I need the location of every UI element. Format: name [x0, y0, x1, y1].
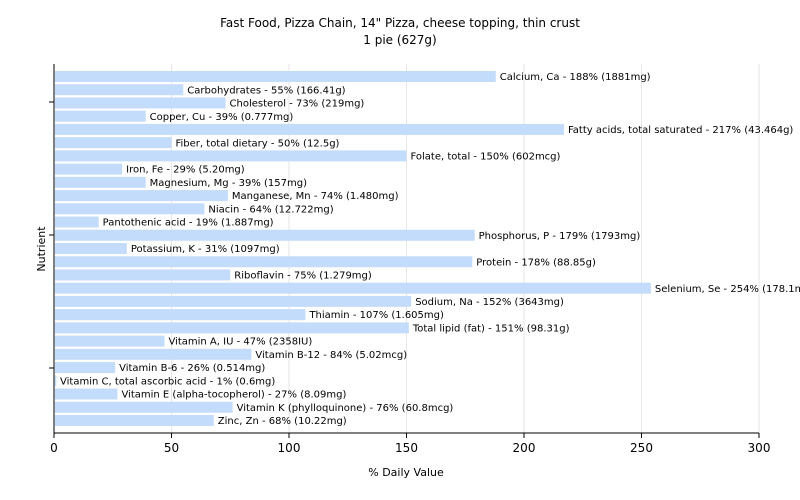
- bar: [55, 176, 146, 188]
- bar-label: Riboflavin - 75% (1.279mg): [234, 271, 372, 282]
- chart-subtitle: 1 pie (627g): [363, 33, 436, 47]
- bar-label: Copper, Cu - 39% (0.777mg): [150, 112, 294, 123]
- chart-title: Fast Food, Pizza Chain, 14" Pizza, chees…: [220, 16, 580, 30]
- bar-label: Manganese, Mn - 74% (1.480mg): [232, 191, 399, 202]
- bar: [55, 388, 118, 400]
- bar: [55, 335, 165, 347]
- axes: 0 50 100 150 200 250 300: [49, 64, 770, 455]
- bar-label: Protein - 178% (88.85g): [476, 257, 596, 268]
- bar-label: Cholesterol - 73% (219mg): [230, 99, 365, 110]
- bar-label: Carbohydrates - 55% (166.41g): [187, 85, 345, 96]
- bar-label: Fiber, total dietary - 50% (12.5g): [176, 138, 340, 149]
- bar: [55, 269, 231, 281]
- bar-label: Phosphorus, P - 179% (1793mg): [479, 231, 641, 242]
- bar: [55, 348, 252, 360]
- bar-label: Pantothenic acid - 19% (1.887mg): [103, 218, 274, 229]
- bar-label: Vitamin E (alpha-tocopherol) - 27% (8.09…: [121, 390, 346, 401]
- bar-label: Vitamin C, total ascorbic acid - 1% (0.6…: [60, 376, 275, 387]
- x-tick-label: 300: [748, 441, 771, 455]
- bar: [55, 216, 99, 228]
- bar-label: Vitamin B-12 - 84% (5.02mcg): [255, 350, 407, 361]
- bar-label: Calcium, Ca - 188% (1881mg): [500, 72, 651, 83]
- bar-label: Folate, total - 150% (602mcg): [411, 151, 561, 162]
- bar: [55, 190, 228, 202]
- bar: [55, 375, 57, 387]
- bar: [55, 97, 226, 109]
- bar: [55, 110, 146, 122]
- x-tick-label: 250: [630, 441, 653, 455]
- bar-label: Zinc, Zn - 68% (10.22mg): [218, 416, 347, 427]
- bar-label: Potassium, K - 31% (1097mg): [131, 244, 280, 255]
- x-tick-label: 50: [164, 441, 179, 455]
- bar: [55, 295, 412, 307]
- bar: [55, 71, 496, 82]
- bar-label: Selenium, Se - 254% (178.1mcg): [655, 284, 800, 295]
- bar: [55, 256, 473, 268]
- x-tick-label: 150: [395, 441, 418, 455]
- bars: Calcium, Ca - 188% (1881mg) Carbohydrates…: [55, 71, 800, 427]
- bar: [55, 84, 184, 96]
- bar-label: Total lipid (fat) - 151% (98.31g): [412, 323, 570, 334]
- bar: [55, 401, 233, 413]
- bar-label: Iron, Fe - 29% (5.20mg): [126, 165, 245, 176]
- bar-label: Fatty acids, total saturated - 217% (43.…: [568, 125, 793, 136]
- x-tick-label: 200: [513, 441, 536, 455]
- bar: [55, 203, 205, 215]
- bar: [55, 322, 409, 334]
- bar-label: Vitamin K (phylloquinone) - 76% (60.8mcg…: [237, 403, 454, 414]
- bar-label: Vitamin B-6 - 26% (0.514mg): [119, 363, 265, 374]
- y-axis-title: Nutrient: [35, 226, 48, 272]
- bar-label: Thiamin - 107% (1.605mg): [308, 310, 444, 321]
- x-tick-label: 0: [50, 441, 58, 455]
- bar: [55, 414, 214, 426]
- bar: [55, 309, 306, 321]
- bar: [55, 150, 407, 162]
- bar-label: Niacin - 64% (12.722mg): [208, 204, 333, 215]
- bar: [55, 242, 127, 254]
- bar: [55, 137, 172, 149]
- x-tick-label: 100: [278, 441, 301, 455]
- bar: [55, 362, 116, 374]
- bar: [55, 163, 123, 175]
- bar: [55, 282, 651, 294]
- x-axis-title: % Daily Value: [368, 466, 444, 479]
- bar-label: Sodium, Na - 152% (3643mg): [415, 297, 564, 308]
- bar: [55, 123, 564, 135]
- bar-label: Vitamin A, IU - 47% (2358IU): [168, 337, 312, 348]
- bar-label: Magnesium, Mg - 39% (157mg): [150, 178, 307, 189]
- bar: [55, 229, 475, 241]
